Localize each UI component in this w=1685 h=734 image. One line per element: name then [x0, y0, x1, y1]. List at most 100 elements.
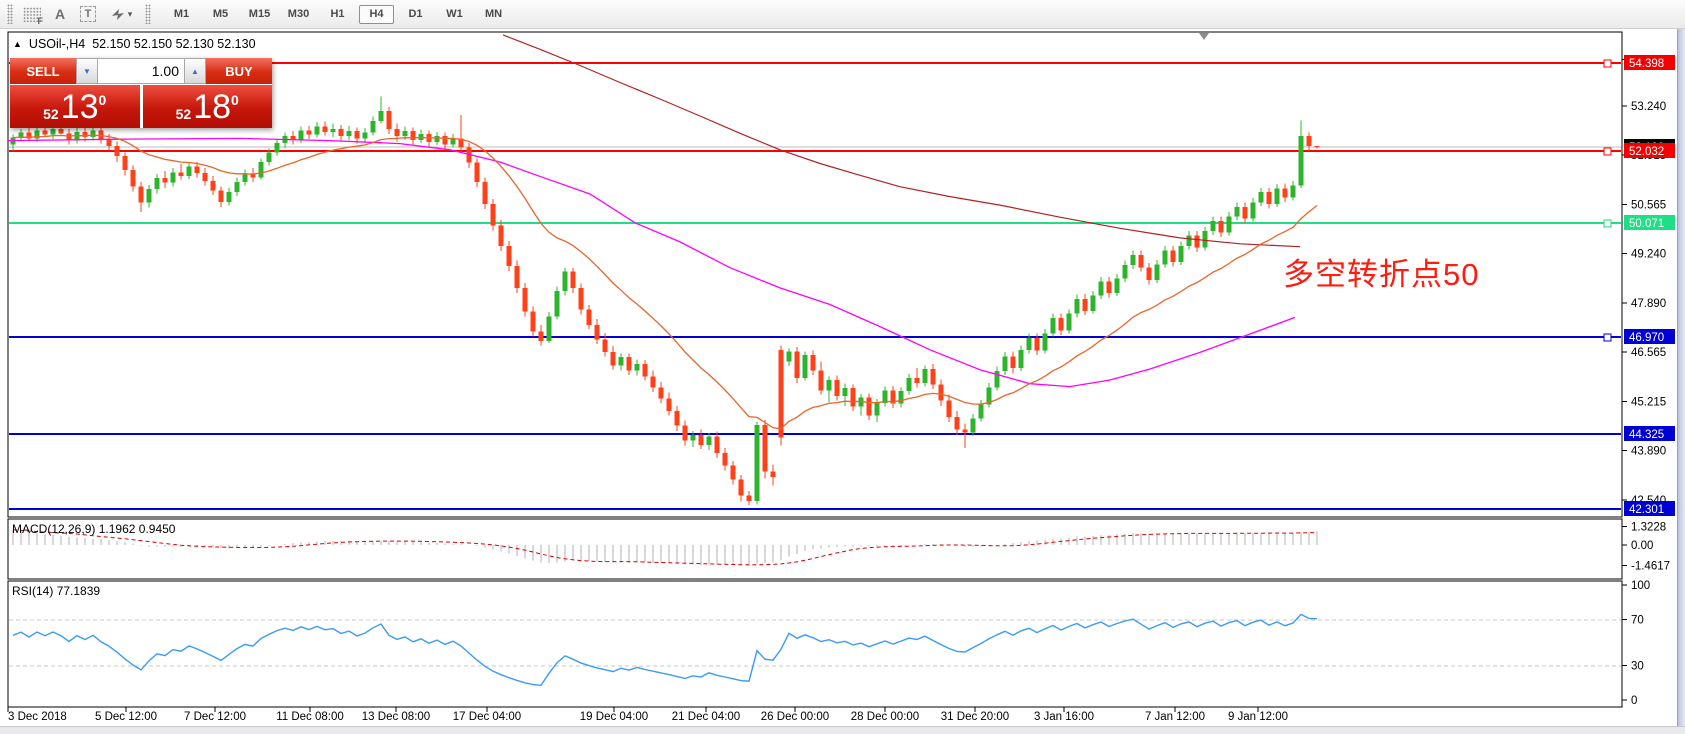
svg-text:50.071: 50.071 — [1629, 218, 1664, 230]
ask-price-small: 52 — [175, 105, 192, 122]
one-click-trading-panel: SELL ▼ ▲ BUY 52 13 0 52 18 0 — [10, 58, 272, 128]
bid-price-big: 13 — [60, 87, 99, 126]
dotted-grid-icon: F — [23, 6, 43, 26]
svg-text:46.565: 46.565 — [1631, 347, 1666, 359]
symbol-collapse-icon[interactable]: ▲ — [13, 39, 22, 49]
grid-f-icon[interactable]: F — [20, 3, 44, 26]
window-bottom-edge — [0, 726, 1685, 734]
svg-text:45.215: 45.215 — [1631, 397, 1666, 409]
rsi-value: 77.1839 — [56, 584, 101, 598]
macd-signal-value: 0.9450 — [138, 522, 176, 536]
chart-shift-marker-icon[interactable] — [1199, 33, 1209, 40]
rsi-line — [12, 613, 1318, 687]
svg-text:13 Dec 08:00: 13 Dec 08:00 — [362, 711, 430, 723]
sell-button[interactable]: SELL — [10, 58, 76, 84]
svg-text:30: 30 — [1631, 661, 1644, 673]
svg-text:-1.4617: -1.4617 — [1631, 560, 1670, 572]
svg-text:54.398: 54.398 — [1629, 58, 1664, 70]
svg-text:28 Dec 00:00: 28 Dec 00:00 — [851, 711, 919, 723]
window-right-edge — [1677, 0, 1685, 734]
timeframe-w1[interactable]: W1 — [446, 7, 463, 20]
volume-decrease-button[interactable]: ▼ — [76, 58, 98, 84]
timeframe-m30[interactable]: M30 — [287, 7, 310, 20]
ask-price-big: 18 — [193, 87, 232, 126]
bid-price-sup: 0 — [98, 91, 107, 108]
horizontal-lines — [9, 59, 1621, 510]
ask-price-sup: 0 — [231, 91, 239, 108]
toolbar-separator — [145, 4, 151, 24]
price-axis[interactable]: 54.50053.24051.91550.56549.24047.89046.5… — [1622, 55, 1675, 516]
svg-text:70: 70 — [1631, 615, 1644, 627]
svg-text:31 Dec 20:00: 31 Dec 20:00 — [941, 711, 1009, 723]
chevron-down-icon: ▾ — [127, 8, 133, 19]
svg-text:9 Jan 12:00: 9 Jan 12:00 — [1228, 711, 1288, 723]
svg-text:7 Dec 12:00: 7 Dec 12:00 — [184, 711, 246, 723]
svg-text:43.890: 43.890 — [1631, 445, 1666, 457]
volume-increase-button[interactable]: ▲ — [184, 58, 206, 84]
svg-text:46.970: 46.970 — [1629, 332, 1664, 344]
panel-frames — [7, 31, 1623, 708]
volume-input[interactable] — [98, 58, 184, 84]
bid-price-button[interactable]: 52 13 0 — [10, 85, 140, 128]
symbol-timeframe: USOil-,H4 — [28, 37, 86, 51]
timeframe-h1[interactable]: H1 — [330, 7, 345, 20]
svg-text:50.565: 50.565 — [1631, 200, 1666, 212]
timeframe-m1[interactable]: M1 — [173, 7, 190, 20]
svg-text:17 Dec 04:00: 17 Dec 04:00 — [453, 711, 521, 723]
bid-price-small: 52 — [43, 105, 59, 122]
trade-controls-row: SELL ▼ ▲ BUY — [10, 58, 272, 84]
timeframe-m5[interactable]: M5 — [212, 7, 229, 20]
arrow-objects-button[interactable]: ▾ — [104, 3, 138, 25]
macd-signal-line — [12, 529, 1318, 566]
text-box-button[interactable]: T — [76, 3, 100, 25]
svg-text:5 Dec 12:00: 5 Dec 12:00 — [95, 711, 157, 723]
arrow-objects-icon — [111, 8, 124, 20]
svg-text:49.240: 49.240 — [1631, 248, 1666, 260]
toolbar: F A T ▾ M1 M5 M15 M30 H1 H4 D1 W1 MN — [0, 0, 1685, 29]
svg-text:1.3228: 1.3228 — [1631, 521, 1666, 533]
macd-axis[interactable]: 1.3228 0.00 -1.4617 — [1622, 521, 1670, 572]
rsi-label: RSI(14) 77.1839 — [12, 584, 101, 598]
timeframe-group: M1 M5 M15 M30 H1 H4 D1 W1 MN — [164, 4, 511, 24]
svg-text:0: 0 — [1631, 695, 1637, 707]
svg-text:19 Dec 04:00: 19 Dec 04:00 — [580, 711, 648, 723]
buy-button[interactable]: BUY — [206, 58, 272, 84]
svg-text:0.00: 0.00 — [1631, 540, 1653, 552]
chart-annotation-text: 多空转折点50 — [1283, 257, 1480, 292]
chevron-up-icon: ▲ — [191, 66, 199, 76]
svg-text:26 Dec 00:00: 26 Dec 00:00 — [761, 711, 829, 723]
candles — [10, 96, 1320, 506]
ohlc-quote: 52.150 52.150 52.130 52.130 — [92, 37, 256, 51]
ma-orange-line — [12, 134, 1318, 430]
chevron-down-icon: ▼ — [83, 66, 91, 76]
chart-title: ▲ USOil-,H4 52.150 52.150 52.130 52.130 — [13, 37, 256, 51]
rsi-axis[interactable]: 100 70 30 0 — [1622, 580, 1650, 707]
macd-label: MACD(12,26,9) 1.1962 0.9450 — [12, 522, 176, 536]
svg-text:52.032: 52.032 — [1629, 146, 1664, 158]
timeframe-h4[interactable]: H4 — [359, 4, 394, 24]
svg-text:3 Jan 16:00: 3 Jan 16:00 — [1034, 711, 1094, 723]
svg-text:7 Jan 12:00: 7 Jan 12:00 — [1145, 711, 1205, 723]
svg-text:42.301: 42.301 — [1629, 504, 1664, 516]
rsi-levels — [9, 619, 1621, 667]
text-label-button[interactable]: A — [54, 6, 66, 22]
timeframe-mn[interactable]: MN — [484, 7, 503, 20]
timeframe-d1[interactable]: D1 — [408, 7, 423, 20]
date-axis[interactable]: 3 Dec 2018 5 Dec 12:00 7 Dec 12:00 11 Dec 0… — [7, 707, 1288, 723]
trade-prices-row: 52 13 0 52 18 0 — [10, 85, 272, 128]
ma-darkred-line — [502, 34, 1301, 248]
ma-magenta-line — [7, 137, 1296, 388]
timeframe-m15[interactable]: M15 — [248, 7, 271, 20]
svg-text:53.240: 53.240 — [1631, 101, 1666, 113]
svg-text:44.325: 44.325 — [1629, 429, 1664, 441]
svg-text:11 Dec 08:00: 11 Dec 08:00 — [276, 711, 344, 723]
ask-price-button[interactable]: 52 18 0 — [142, 85, 272, 128]
svg-text:3 Dec 2018: 3 Dec 2018 — [8, 711, 67, 723]
svg-text:100: 100 — [1631, 580, 1650, 592]
macd-main-value: 1.1962 — [98, 522, 136, 536]
svg-text:47.890: 47.890 — [1631, 298, 1666, 310]
svg-text:21 Dec 04:00: 21 Dec 04:00 — [672, 711, 740, 723]
toolbar-drag-handle[interactable] — [7, 4, 13, 24]
